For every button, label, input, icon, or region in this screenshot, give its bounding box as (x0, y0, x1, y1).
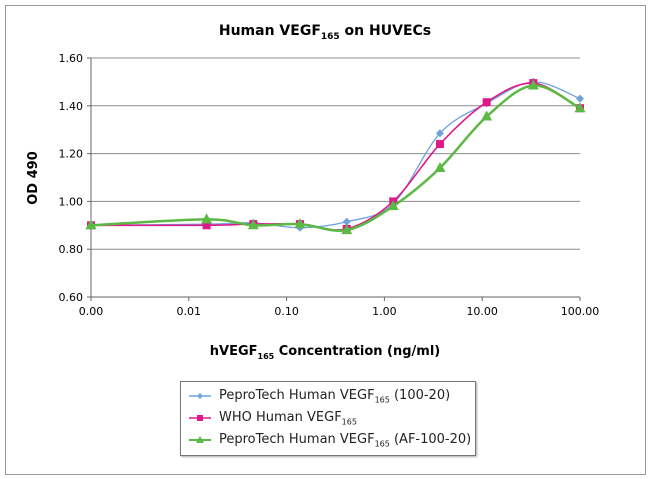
data-point-diamond (435, 129, 444, 138)
data-point-triangle (341, 224, 353, 235)
data-point-triangle (85, 219, 97, 230)
y-tick-label: 1.40 (59, 100, 84, 113)
data-point-triangle (294, 218, 306, 229)
data-point-square (435, 140, 444, 149)
y-tick-label: 1.00 (59, 195, 84, 208)
data-point-triangle (527, 79, 539, 90)
legend-item-peprotech-af-100-20: PeproTech Human VEGF165 (AF-100-20) (189, 430, 471, 450)
series-line-0 (90, 81, 581, 229)
legend-swatch-triangle-icon (189, 436, 211, 443)
x-tick-label: 0.00 (79, 305, 104, 318)
chart-title: Human VEGF165 on HUVECs (219, 23, 431, 42)
legend: PeproTech Human VEGF165 (100-20) WHO Hum… (180, 381, 476, 456)
data-point-triangle (201, 213, 213, 224)
series-line-2 (90, 84, 581, 232)
data-point-triangle (434, 161, 446, 172)
data-point-diamond (576, 94, 584, 103)
legend-label: WHO Human VEGF165 (219, 409, 357, 427)
legend-label: PeproTech Human VEGF165 (100-20) (219, 387, 451, 405)
chart-frame (5, 5, 646, 475)
y-tick-label: 1.20 (59, 148, 84, 161)
x-tick-label: 1.00 (372, 305, 397, 318)
y-axis-label: OD 490 (26, 151, 41, 205)
y-tick-label: 1.60 (59, 52, 84, 65)
data-point-triangle (481, 110, 493, 121)
data-point-diamond (342, 217, 351, 226)
data-point-square (202, 221, 211, 230)
x-tick-label: 100.00 (561, 305, 600, 318)
data-point-triangle (387, 200, 399, 211)
data-point-triangle (574, 102, 586, 113)
legend-item-who: WHO Human VEGF165 (189, 408, 357, 428)
data-point-triangle (247, 219, 259, 230)
x-axis-label: hVEGF165 Concentration (ng/ml) (210, 344, 440, 361)
x-tick-label: 10.00 (466, 305, 498, 318)
x-tick-label: 0.10 (274, 305, 299, 318)
y-tick-label: 0.80 (59, 243, 84, 256)
x-tick-label: 0.01 (177, 305, 202, 318)
data-point-square (482, 98, 491, 107)
y-tick-label: 0.60 (59, 291, 84, 304)
legend-item-peprotech-100-20: PeproTech Human VEGF165 (100-20) (189, 386, 450, 406)
series-line-1 (90, 82, 581, 231)
legend-swatch-square-icon (189, 415, 211, 421)
legend-swatch-diamond-icon (189, 393, 211, 399)
legend-label: PeproTech Human VEGF165 (AF-100-20) (219, 431, 472, 449)
